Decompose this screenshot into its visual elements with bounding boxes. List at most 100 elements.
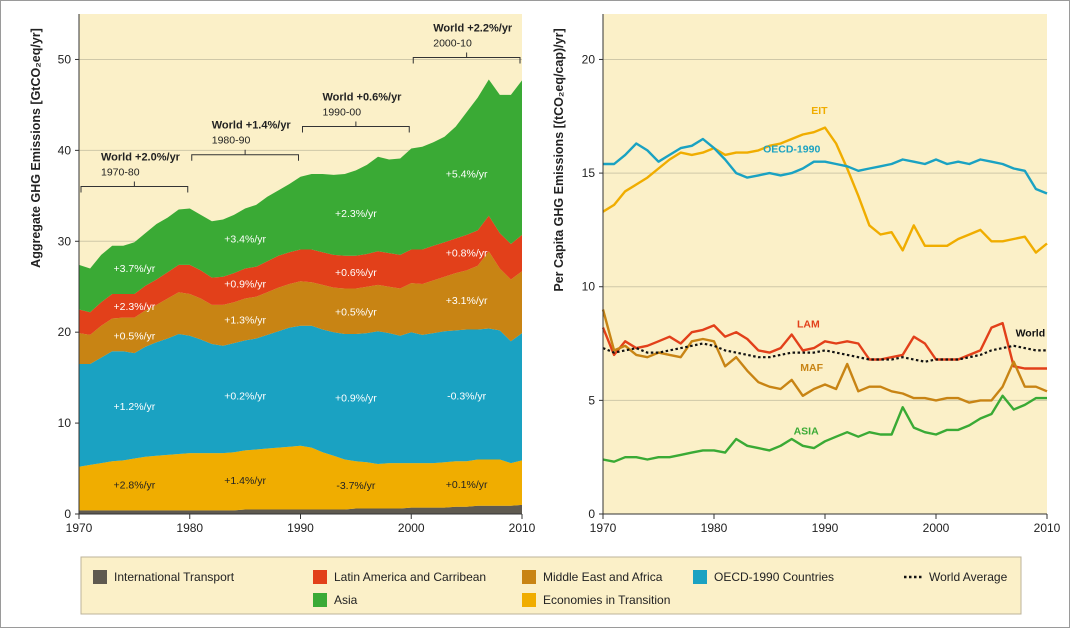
series-label-world: World (1016, 328, 1046, 340)
aggregate-emissions-chart: 0 10 20 30 40 50 1970 1980 1990 2000 2010 +3.7%/yr… (29, 14, 536, 535)
legend-label-world: World Average (929, 570, 1008, 584)
line-lam (601, 321, 1047, 370)
period-title: World +2.0%/yr (101, 152, 181, 164)
series-label-asia: ASIA (794, 425, 820, 437)
rate-label-eit: +1.4%/yr (224, 475, 266, 487)
rate-label-maf: +0.5%/yr (335, 306, 377, 318)
area-oecd (79, 325, 522, 467)
left-y-tick-label: 0 (64, 507, 71, 521)
series-label-oecd: OECD-1990 (763, 144, 820, 156)
rate-label-maf: +3.1%/yr (446, 295, 488, 307)
legend-label-transport: International Transport (114, 570, 235, 584)
line-asia (602, 394, 1047, 463)
line-maf (601, 309, 1048, 404)
period-bracket (412, 52, 521, 64)
legend-label-asia: Asia (334, 593, 358, 607)
left-x-tick-label: 2010 (509, 521, 536, 535)
left-axes: 0 10 20 30 40 50 1970 1980 1990 2000 2010 (58, 14, 536, 535)
legend-label-oecd: OECD-1990 Countries (714, 570, 834, 584)
legend-swatch-transport (93, 570, 107, 584)
left-x-tick-label: 1990 (287, 521, 314, 535)
right-y-tick-label: 5 (588, 393, 595, 407)
left-y-tick-label: 50 (58, 52, 72, 66)
rate-label-maf: +0.5%/yr (114, 330, 156, 342)
rate-label-oecd: +1.2%/yr (114, 401, 156, 413)
right-plot-background (603, 14, 1047, 514)
area-transport (79, 504, 522, 514)
area-lam (79, 215, 522, 335)
rate-label-lam: +0.9%/yr (224, 279, 266, 291)
right-x-tick-label: 1980 (701, 521, 728, 535)
right-series-labels: EIT OECD-1990 LAM MAF ASIA World (763, 105, 1045, 437)
rate-label-maf: +1.3%/yr (224, 314, 266, 326)
right-x-tick-label: 2010 (1034, 521, 1061, 535)
right-y-tick-label: 10 (582, 280, 596, 294)
period-years: 1980-90 (212, 135, 251, 147)
left-stacked-areas (79, 79, 522, 514)
right-x-tick-label: 1990 (812, 521, 839, 535)
right-y-tick-label: 20 (582, 52, 596, 66)
left-x-tick-label: 2000 (398, 521, 425, 535)
right-x-tick-label: 1970 (590, 521, 617, 535)
area-asia (79, 79, 522, 313)
rate-label-lam: +0.8%/yr (446, 248, 488, 260)
rate-label-lam: +2.3%/yr (114, 301, 156, 313)
right-x-tick-label: 2000 (923, 521, 950, 535)
rate-label-lam: +0.6%/yr (335, 267, 377, 279)
period-bracket (80, 181, 189, 193)
legend: International Transport Latin America and… (80, 556, 1022, 615)
legend-label-lam: Latin America and Carribean (334, 570, 486, 584)
left-y-tick-label: 40 (58, 143, 72, 157)
rate-label-asia: +3.7%/yr (114, 263, 156, 275)
legend-box (80, 556, 1022, 615)
period-title: World +0.6%/yr (323, 92, 403, 104)
series-label-maf: MAF (800, 362, 823, 374)
right-y-axis-label: Per Capita GHG Emissions [(tCO₂eq/cap)/y… (552, 28, 566, 291)
left-x-tick-label: 1980 (176, 521, 203, 535)
line-world (602, 342, 1047, 363)
legend-label-eit: Economies in Transition (543, 593, 670, 607)
rate-label-oecd: +0.9%/yr (335, 393, 377, 405)
left-y-axis-label: Aggregate GHG Emissions [GtCO₂eq/yr] (29, 28, 43, 268)
period-years: 2000-10 (433, 37, 472, 49)
rate-label-eit: -3.7%/yr (336, 480, 376, 492)
right-series-lines (601, 126, 1048, 463)
legend-label-maf: Middle East and Africa (543, 570, 663, 584)
rate-label-oecd: -0.3%/yr (447, 390, 487, 402)
line-oecd (603, 137, 1048, 195)
legend-swatch-asia (313, 593, 327, 607)
area-eit (79, 445, 522, 511)
growth-rate-labels: +3.7%/yr +3.4%/yr +2.3%/yr +5.4%/yr +2.3%/yr… (114, 169, 488, 492)
period-annotations: World +2.0%/yr 1970-80 World +1.4%/yr 1980-… (80, 22, 521, 193)
period-years: 1990-00 (323, 107, 362, 119)
legend-swatch-lam (313, 570, 327, 584)
left-x-tick-label: 1970 (66, 521, 93, 535)
right-axes: 0 5 10 15 20 1970 1980 1990 2000 2010 (582, 14, 1061, 535)
rate-label-asia: +2.3%/yr (335, 208, 377, 220)
left-y-tick-label: 30 (58, 234, 72, 248)
period-title: World +2.2%/yr (433, 22, 513, 34)
left-y-tick-label: 20 (58, 325, 72, 339)
rate-label-eit: +2.8%/yr (114, 479, 156, 491)
rate-label-asia: +5.4%/yr (446, 169, 488, 181)
legend-swatch-oecd (693, 570, 707, 584)
area-maf (79, 251, 522, 364)
period-title: World +1.4%/yr (212, 120, 292, 132)
rate-label-eit: +0.1%/yr (446, 479, 488, 491)
legend-swatch-eit (522, 593, 536, 607)
period-bracket (191, 149, 299, 161)
rate-label-asia: +3.4%/yr (224, 234, 266, 246)
period-bracket (302, 121, 410, 133)
left-y-tick-label: 10 (58, 416, 72, 430)
series-label-lam: LAM (797, 319, 820, 331)
per-capita-emissions-chart: 0 5 10 15 20 1970 1980 1990 2000 2010 EIT OECD-199… (552, 14, 1061, 535)
rate-label-oecd: +0.2%/yr (224, 390, 266, 402)
period-years: 1970-80 (101, 167, 140, 179)
right-y-tick-label: 15 (582, 166, 596, 180)
legend-swatch-maf (522, 570, 536, 584)
line-eit (602, 126, 1048, 254)
series-label-eit: EIT (811, 105, 828, 117)
right-gridlines (603, 58, 1047, 401)
right-y-tick-label: 0 (588, 507, 595, 521)
